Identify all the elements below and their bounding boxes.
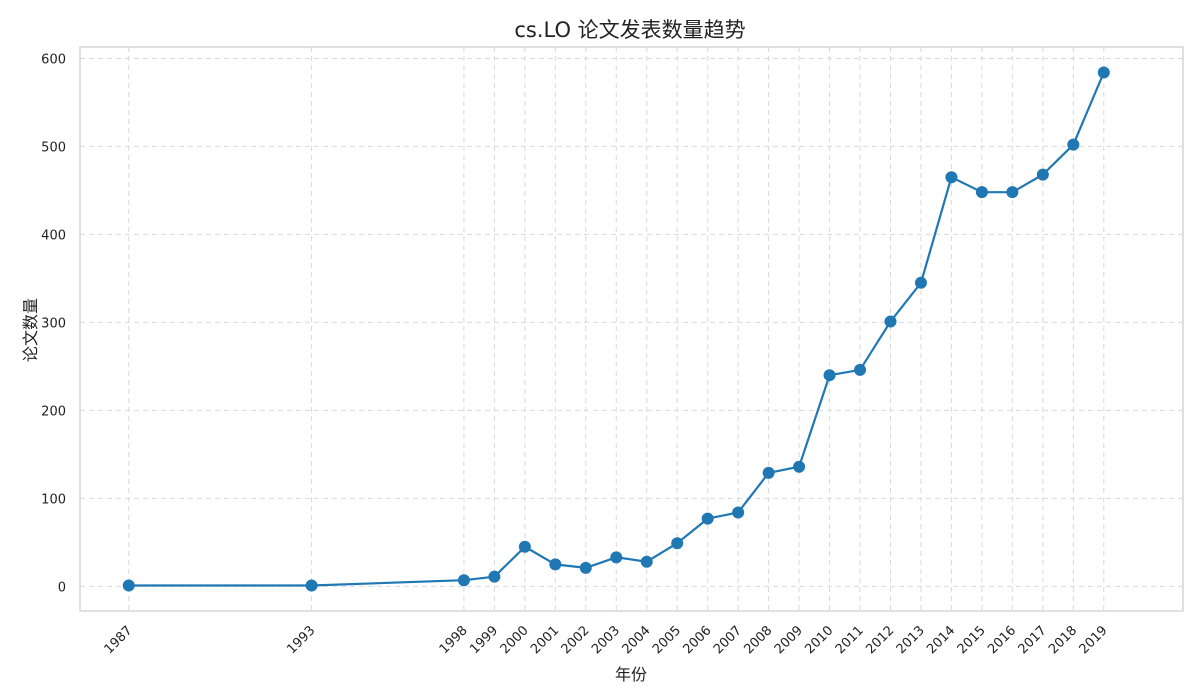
x-tick-label: 2017 (1016, 623, 1050, 657)
data-point-2013 (914, 276, 927, 289)
y-tick-label: 400 (41, 228, 66, 243)
x-tick-label: 2004 (620, 623, 654, 657)
x-tick-label: 2012 (863, 623, 897, 657)
data-point-2005 (671, 537, 684, 550)
x-axis-ticks: 1987 1993 19981999200020012002200320042005… (102, 623, 1111, 657)
x-tick-label: 2019 (1077, 623, 1111, 657)
y-tick-label: 0 (58, 580, 66, 595)
y-tick-label: 500 (41, 140, 66, 155)
x-tick-label: 2010 (802, 623, 836, 657)
y-axis-label: 论文数量 (21, 298, 40, 362)
x-tick-label: 1993 (284, 623, 318, 657)
x-tick-label: 2002 (559, 623, 593, 657)
x-tick-label: 2009 (772, 623, 806, 657)
x-tick-label: 2008 (741, 623, 775, 657)
data-point-2019 (1097, 66, 1110, 79)
data-point-2012 (884, 315, 897, 328)
x-tick-label: 2003 (589, 623, 623, 657)
x-tick-label: 2005 (650, 623, 684, 657)
x-tick-label: 1998 (437, 623, 471, 657)
chart-title: cs.LO 论文发表数量趋势 (514, 18, 745, 42)
data-point-2017 (1036, 168, 1049, 181)
data-point-2006 (701, 512, 714, 525)
y-tick-label: 600 (41, 52, 66, 67)
data-point-2009 (793, 460, 806, 473)
y-tick-label: 100 (41, 492, 66, 507)
data-point-1993 (305, 579, 318, 592)
x-tick-label: 2006 (680, 623, 714, 657)
y-tick-label: 200 (41, 404, 66, 419)
x-tick-label: 2011 (833, 623, 867, 657)
x-tick-label: 2014 (924, 623, 958, 657)
data-point-2004 (640, 555, 653, 568)
plot-frame (79, 46, 1184, 612)
data-point-1998 (457, 574, 470, 587)
data-point-2018 (1067, 138, 1080, 151)
data-point-2015 (975, 186, 988, 199)
x-tick-label: 2016 (985, 623, 1019, 657)
x-tick-label: 2001 (528, 623, 562, 657)
x-tick-label: 2013 (894, 623, 928, 657)
x-tick-label: 2007 (711, 623, 745, 657)
data-point-1999 (488, 570, 501, 583)
x-tick-label: 1987 (102, 623, 136, 657)
data-point-2002 (579, 561, 592, 574)
data-point-2003 (610, 551, 623, 564)
data-points (122, 66, 1110, 592)
y-axis-ticks: 0 100 200 300 400 500 600 (41, 52, 66, 595)
data-point-2014 (945, 171, 958, 184)
data-point-2016 (1006, 186, 1019, 199)
x-axis-label: 年份 (615, 665, 647, 684)
data-point-2011 (854, 363, 867, 376)
data-point-2008 (762, 466, 775, 479)
data-point-2001 (549, 558, 562, 571)
data-point-2000 (518, 540, 531, 553)
data-point-1987 (122, 579, 135, 592)
x-tick-label: 2000 (498, 623, 532, 657)
x-tick-label: 2015 (955, 623, 989, 657)
data-point-2007 (732, 506, 745, 519)
data-point-2010 (823, 369, 836, 382)
x-tick-label: 1999 (467, 623, 501, 657)
grid-lines (80, 47, 1183, 611)
y-tick-label: 300 (41, 316, 66, 331)
x-tick-label: 2018 (1046, 623, 1080, 657)
